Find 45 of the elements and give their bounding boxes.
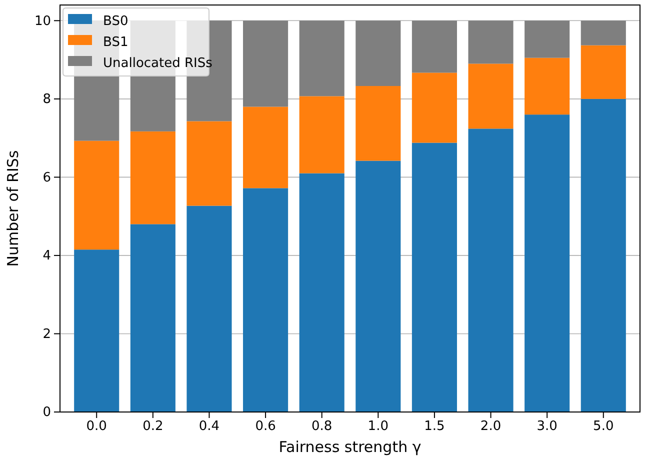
x-tick-label: 0.2 xyxy=(142,419,164,434)
bar xyxy=(130,224,176,412)
y-tick-label: 6 xyxy=(42,170,51,186)
y-axis-title: Number of RISs xyxy=(4,150,22,267)
bar xyxy=(299,173,344,412)
bar xyxy=(524,20,570,58)
bar xyxy=(524,114,570,412)
bar xyxy=(299,96,344,174)
bar xyxy=(468,20,514,64)
bar xyxy=(468,64,514,129)
bar xyxy=(356,86,401,161)
bar xyxy=(412,72,457,143)
bar xyxy=(356,160,401,412)
x-tick-label: 0.0 xyxy=(86,419,107,434)
bar xyxy=(356,20,401,86)
y-tick-label: 0 xyxy=(42,405,51,420)
x-tick-label: 0.8 xyxy=(312,419,332,434)
bar xyxy=(412,20,457,73)
x-axis-title: Fairness strength γ xyxy=(278,438,422,456)
bar xyxy=(412,142,457,412)
x-tick-label: 5.0 xyxy=(593,419,614,434)
x-tick-label: 3.0 xyxy=(536,419,558,434)
bar xyxy=(243,188,288,412)
bar xyxy=(186,121,232,206)
bar xyxy=(580,45,626,99)
x-tick-label: 2.0 xyxy=(480,419,502,434)
bar xyxy=(74,250,120,412)
x-tick-label: 1.5 xyxy=(424,419,445,434)
y-tick-label: 2 xyxy=(42,326,51,342)
bar xyxy=(524,58,570,115)
bar xyxy=(130,131,176,224)
bar xyxy=(243,106,288,188)
bar xyxy=(299,20,344,96)
x-tick-label: 0.4 xyxy=(198,419,220,434)
bar xyxy=(580,98,626,412)
y-tick-label: 8 xyxy=(42,92,51,108)
bar xyxy=(243,20,288,107)
bar xyxy=(186,206,232,412)
bar xyxy=(74,140,120,250)
y-tick-label: 4 xyxy=(42,248,51,264)
bar xyxy=(580,20,626,46)
y-tick-label: 10 xyxy=(34,14,51,29)
bar xyxy=(468,128,514,412)
x-tick-label: 0.6 xyxy=(255,419,276,434)
x-tick-label: 1.0 xyxy=(368,419,388,434)
